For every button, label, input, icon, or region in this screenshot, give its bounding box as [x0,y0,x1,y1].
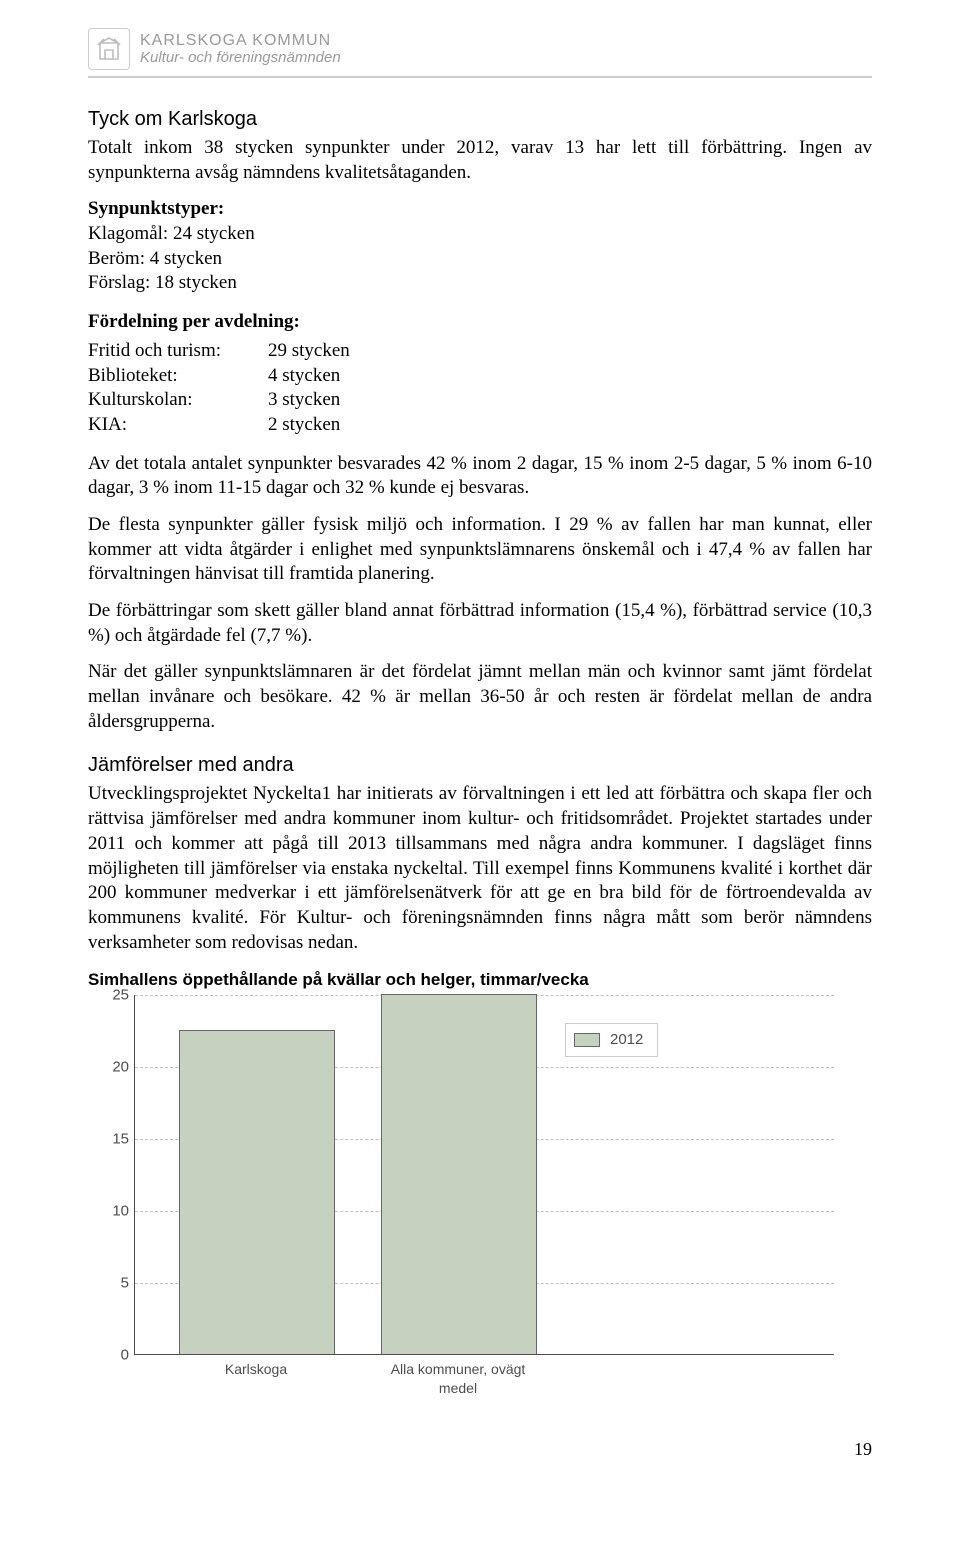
row-key: Fritid och turism: [88,339,268,364]
x-axis-label: Karlskoga [171,1360,341,1378]
synpunktstyper-list: Klagomål: 24 stycken Beröm: 4 stycken Fö… [88,222,872,296]
para-stats-4: När det gäller synpunktslämnaren är det … [88,660,872,734]
list-item: Förslag: 18 stycken [88,271,872,296]
org-line1: KARLSKOGA KOMMUN [140,32,341,50]
chart-plot-area: 2012 0510152025 [134,995,834,1355]
y-axis-tick-label: 20 [91,1058,129,1078]
bar-chart: 2012 0510152025 Karlskoga Alla kommuner,… [88,995,868,1410]
row-key: Biblioteket: [88,364,268,389]
x-axis-label: Alla kommuner, ovägt medel [373,1360,543,1396]
fordelning-heading: Fördelning per avdelning: [88,310,872,335]
org-logo-icon [88,28,130,70]
row-val: 29 stycken [268,339,350,364]
org-name: KARLSKOGA KOMMUN Kultur- och föreningsnä… [140,32,341,66]
para-stats-2: De flesta synpunkter gäller fysisk miljö… [88,513,872,587]
table-row: KIA: 2 stycken [88,413,872,438]
y-axis-tick-label: 25 [91,986,129,1006]
jamforelser-paragraph: Utvecklingsprojektet Nyckelta1 har initi… [88,782,872,955]
intro-paragraph: Totalt inkom 38 stycken synpunkter under… [88,136,872,185]
section-title-jamforelser: Jämförelser med andra [88,752,872,778]
org-line2: Kultur- och föreningsnämnden [140,50,341,67]
y-axis-tick-label: 10 [91,1202,129,1222]
fordelning-table: Fritid och turism: 29 stycken Biblioteke… [88,339,872,438]
row-val: 4 stycken [268,364,340,389]
table-row: Biblioteket: 4 stycken [88,364,872,389]
list-item: Beröm: 4 stycken [88,247,872,272]
chart-legend: 2012 [565,1023,658,1057]
legend-label: 2012 [610,1030,643,1050]
legend-swatch-icon [574,1033,600,1047]
section-title-tyck: Tyck om Karlskoga [88,106,872,132]
y-axis-tick-label: 0 [91,1346,129,1366]
chart-bar [381,994,537,1354]
chart-bar [179,1030,335,1354]
row-key: Kulturskolan: [88,388,268,413]
synpunktstyper-heading: Synpunktstyper: [88,197,872,222]
y-axis-tick-label: 15 [91,1130,129,1150]
row-val: 2 stycken [268,413,340,438]
para-stats-3: De förbättringar som skett gäller bland … [88,599,872,648]
page-header: KARLSKOGA KOMMUN Kultur- och föreningsnä… [88,28,872,78]
chart-title: Simhallens öppethållande på kvällar och … [88,969,872,991]
row-key: KIA: [88,413,268,438]
table-row: Kulturskolan: 3 stycken [88,388,872,413]
row-val: 3 stycken [268,388,340,413]
page-number: 19 [88,1438,872,1461]
table-row: Fritid och turism: 29 stycken [88,339,872,364]
y-axis-tick-label: 5 [91,1274,129,1294]
list-item: Klagomål: 24 stycken [88,222,872,247]
para-stats-1: Av det totala antalet synpunkter besvara… [88,452,872,501]
